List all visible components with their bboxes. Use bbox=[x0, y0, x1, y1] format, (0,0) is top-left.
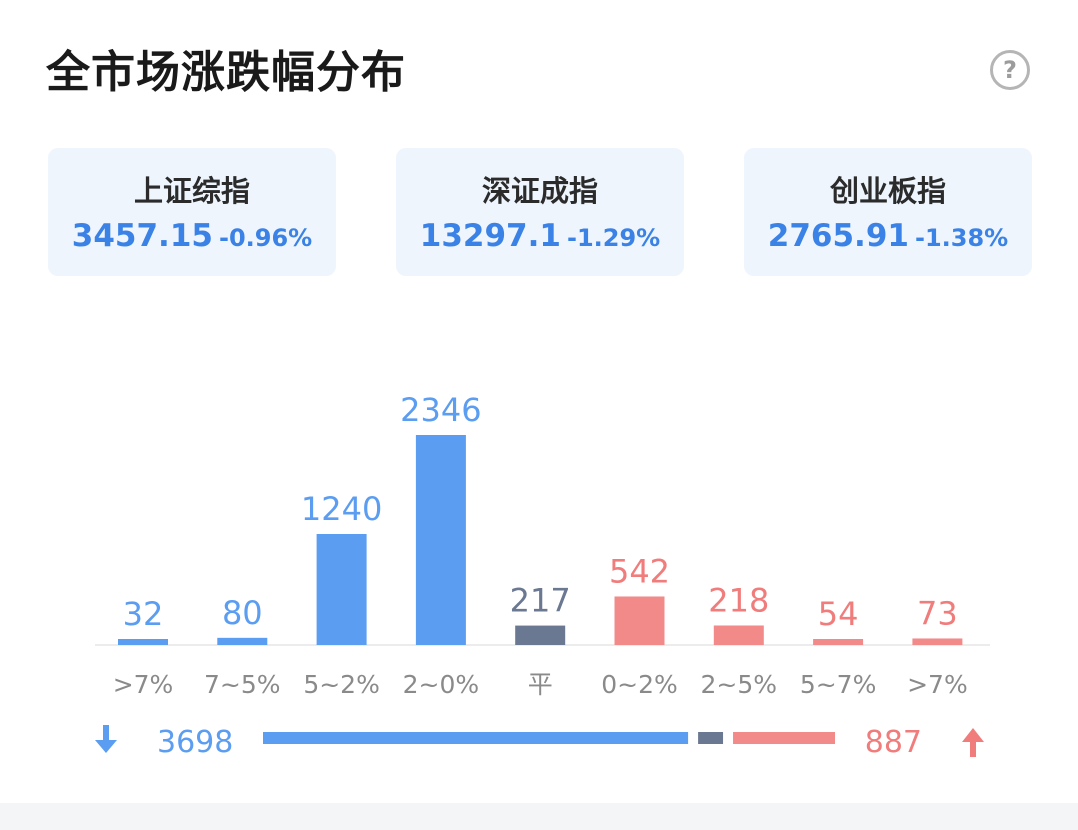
index-change: -0.96% bbox=[218, 224, 313, 252]
bar-0 bbox=[118, 639, 168, 645]
up-arrow-icon bbox=[962, 728, 984, 757]
flat-segment bbox=[698, 732, 724, 744]
category-label: >7% bbox=[907, 670, 968, 699]
category-label: 7~5% bbox=[204, 670, 281, 699]
bar-value-label: 32 bbox=[123, 595, 164, 633]
bar-value-label: 73 bbox=[917, 594, 958, 632]
distribution-bar-chart: 32 >7% 80 7~5% 1240 5~2% 2346 2~0% 217 平 542 0~2% 21… bbox=[95, 391, 990, 699]
index-value: 13297.1 bbox=[419, 218, 561, 254]
help-icon[interactable]: ? bbox=[990, 50, 1030, 90]
index-name: 上证综指 bbox=[133, 174, 250, 208]
index-card-shenzhen[interactable]: 深证成指 13297.1 -1.29% bbox=[396, 148, 684, 276]
category-label: >7% bbox=[113, 670, 174, 699]
bar-value-label: 2346 bbox=[400, 391, 481, 429]
index-change: -1.38% bbox=[914, 224, 1009, 252]
bar-7 bbox=[813, 639, 864, 645]
index-value: 2765.91 bbox=[767, 218, 909, 254]
page-title: 全市场涨跌幅分布 bbox=[46, 47, 406, 98]
category-label: 5~7% bbox=[800, 670, 877, 699]
bar-value-label: 54 bbox=[818, 595, 859, 633]
index-name: 深证成指 bbox=[481, 174, 598, 208]
category-label: 2~0% bbox=[403, 670, 480, 699]
summary-bar: 3698 887 bbox=[95, 725, 984, 760]
bar-value-label: 1240 bbox=[301, 490, 382, 528]
down-arrow-icon bbox=[95, 725, 117, 753]
footer-divider bbox=[0, 803, 1078, 830]
index-name: 创业板指 bbox=[829, 174, 946, 208]
category-label: 平 bbox=[528, 670, 553, 699]
index-card-chinext[interactable]: 创业板指 2765.91 -1.38% bbox=[744, 148, 1032, 276]
index-quote: 13297.1 -1.29% bbox=[420, 218, 660, 254]
bar-value-label: 542 bbox=[609, 552, 670, 590]
bar-6 bbox=[713, 625, 764, 645]
down-segment bbox=[263, 732, 689, 744]
up-segment bbox=[733, 732, 835, 744]
bar-3 bbox=[415, 435, 466, 645]
bar-8 bbox=[912, 638, 963, 645]
bar-value-label: 217 bbox=[510, 582, 571, 620]
bar-value-label: 80 bbox=[222, 594, 263, 632]
category-label: 2~5% bbox=[701, 670, 778, 699]
index-value: 3457.15 bbox=[71, 218, 213, 254]
index-card-shanghai[interactable]: 上证综指 3457.15 -0.96% bbox=[48, 148, 336, 276]
bar-5 bbox=[614, 596, 665, 645]
bar-1 bbox=[217, 637, 268, 645]
bar-4 bbox=[515, 625, 566, 645]
bar-2 bbox=[316, 534, 367, 645]
category-label: 0~2% bbox=[601, 670, 678, 699]
category-label: 5~2% bbox=[303, 670, 380, 699]
index-quote: 3457.15 -0.96% bbox=[72, 218, 312, 254]
down-total: 3698 bbox=[157, 725, 233, 760]
index-quote: 2765.91 -1.38% bbox=[768, 218, 1008, 254]
bar-value-label: 218 bbox=[708, 581, 769, 619]
index-change: -1.29% bbox=[566, 224, 661, 252]
up-total: 887 bbox=[865, 725, 922, 760]
